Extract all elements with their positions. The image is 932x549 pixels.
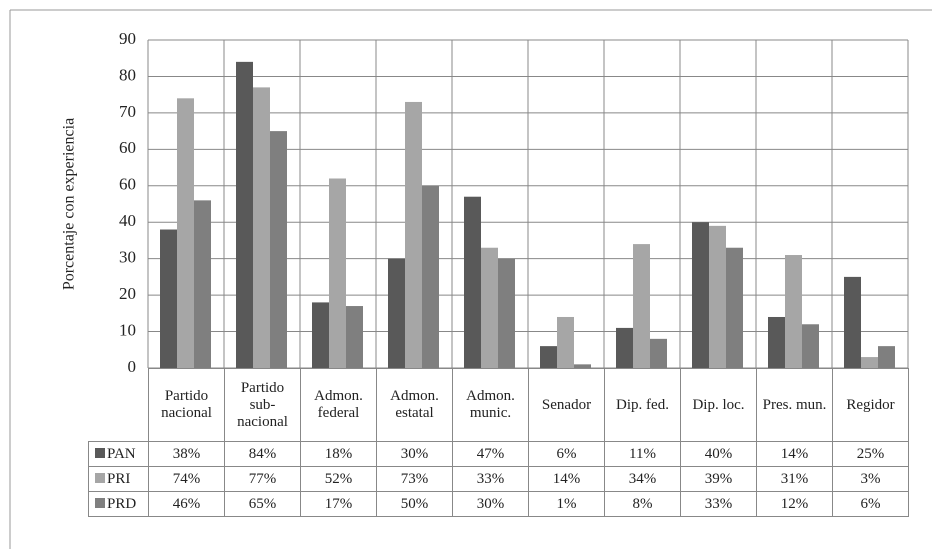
value-cell: 3% <box>832 466 909 492</box>
value-cell: 31% <box>756 466 833 492</box>
bar <box>498 258 515 368</box>
bar <box>557 316 574 368</box>
series-row: PRD 46% 65% 17% 50% 30% 1% 8% 33% 12% 6% <box>88 491 909 517</box>
bar <box>405 101 422 368</box>
value-cell: 1% <box>528 491 605 517</box>
y-tick-label: 80 <box>119 65 136 84</box>
bar <box>312 302 329 368</box>
value-cell: 33% <box>452 466 529 492</box>
bar <box>692 222 709 368</box>
bar <box>160 229 177 368</box>
category-label: Partido nacional <box>148 368 225 442</box>
bar <box>802 324 819 368</box>
bar <box>194 200 211 368</box>
value-cell: 30% <box>376 441 453 467</box>
bar <box>236 61 253 368</box>
value-cell: 38% <box>148 441 225 467</box>
legend-swatch <box>95 447 105 458</box>
category-label: Dip. loc. <box>680 368 757 442</box>
y-tick-label: 30 <box>119 248 136 267</box>
bar <box>844 276 861 368</box>
bar <box>388 258 405 368</box>
value-cell: 25% <box>832 441 909 467</box>
y-axis-label: Porcentaje con experiencia <box>61 118 78 290</box>
y-tick-label: 40 <box>119 211 136 230</box>
value-cell: 12% <box>756 491 833 517</box>
bar <box>633 244 650 368</box>
category-label: Admon. estatal <box>376 368 453 442</box>
y-tick-label: 0 <box>128 357 137 376</box>
bar <box>768 316 785 368</box>
y-tick-label: 20 <box>119 284 136 303</box>
legend-cell: PAN <box>88 441 149 467</box>
bar <box>464 196 481 368</box>
bar <box>574 364 591 368</box>
bar <box>726 247 743 368</box>
bar <box>861 357 878 368</box>
bar <box>270 131 287 368</box>
data-table: Partido nacional Partido sub-nacional Admo… <box>88 368 909 517</box>
bar <box>253 87 270 368</box>
category-label: Regidor <box>832 368 909 442</box>
value-cell: 39% <box>680 466 757 492</box>
bar <box>422 185 439 368</box>
value-cell: 11% <box>604 441 681 467</box>
value-cell: 17% <box>300 491 377 517</box>
legend-label: PAN <box>107 445 136 462</box>
value-cell: 6% <box>832 491 909 517</box>
bar <box>481 247 498 368</box>
value-cell: 14% <box>756 441 833 467</box>
legend-swatch <box>95 497 105 508</box>
category-label: Dip. fed. <box>604 368 681 442</box>
legend-cell: PRD <box>88 491 149 517</box>
value-cell: 34% <box>604 466 681 492</box>
legend-label: PRD <box>107 495 137 512</box>
value-cell: 47% <box>452 441 529 467</box>
y-tick-label: 70 <box>119 102 136 121</box>
y-tick-label: 60 <box>119 138 136 157</box>
y-tick-label: 10 <box>119 320 136 339</box>
bar <box>540 346 557 368</box>
bar <box>177 98 194 369</box>
y-tick-label: 60 <box>119 175 136 194</box>
category-label: Admon. munic. <box>452 368 529 442</box>
value-cell: 18% <box>300 441 377 467</box>
bar <box>650 338 667 368</box>
legend-cell: PRI <box>88 466 149 492</box>
value-cell: 65% <box>224 491 301 517</box>
value-cell: 6% <box>528 441 605 467</box>
corner-cell <box>89 369 149 442</box>
bar <box>346 306 363 368</box>
category-label: Senador <box>528 368 605 442</box>
bar <box>709 225 726 368</box>
bar <box>785 255 802 368</box>
value-cell: 40% <box>680 441 757 467</box>
value-cell: 52% <box>300 466 377 492</box>
bar <box>878 346 895 368</box>
value-cell: 73% <box>376 466 453 492</box>
value-cell: 30% <box>452 491 529 517</box>
series-row: PRI 74% 77% 52% 73% 33% 14% 34% 39% 31% 3% <box>88 466 909 492</box>
bar <box>616 327 633 368</box>
value-cell: 8% <box>604 491 681 517</box>
legend-swatch <box>95 472 105 483</box>
category-label: Admon. federal <box>300 368 377 442</box>
y-tick-label: 90 <box>119 29 136 48</box>
series-row: PAN 38% 84% 18% 30% 47% 6% 11% 40% 14% 25% <box>88 441 909 467</box>
value-cell: 14% <box>528 466 605 492</box>
bar <box>329 178 346 368</box>
value-cell: 46% <box>148 491 225 517</box>
legend-label: PRI <box>107 470 131 487</box>
category-label: Pres. mun. <box>756 368 833 442</box>
category-label: Partido sub-nacional <box>224 368 301 442</box>
value-cell: 74% <box>148 466 225 492</box>
value-cell: 33% <box>680 491 757 517</box>
value-cell: 77% <box>224 466 301 492</box>
value-cell: 50% <box>376 491 453 517</box>
value-cell: 84% <box>224 441 301 467</box>
header-row: Partido nacional Partido sub-nacional Admo… <box>89 368 909 442</box>
